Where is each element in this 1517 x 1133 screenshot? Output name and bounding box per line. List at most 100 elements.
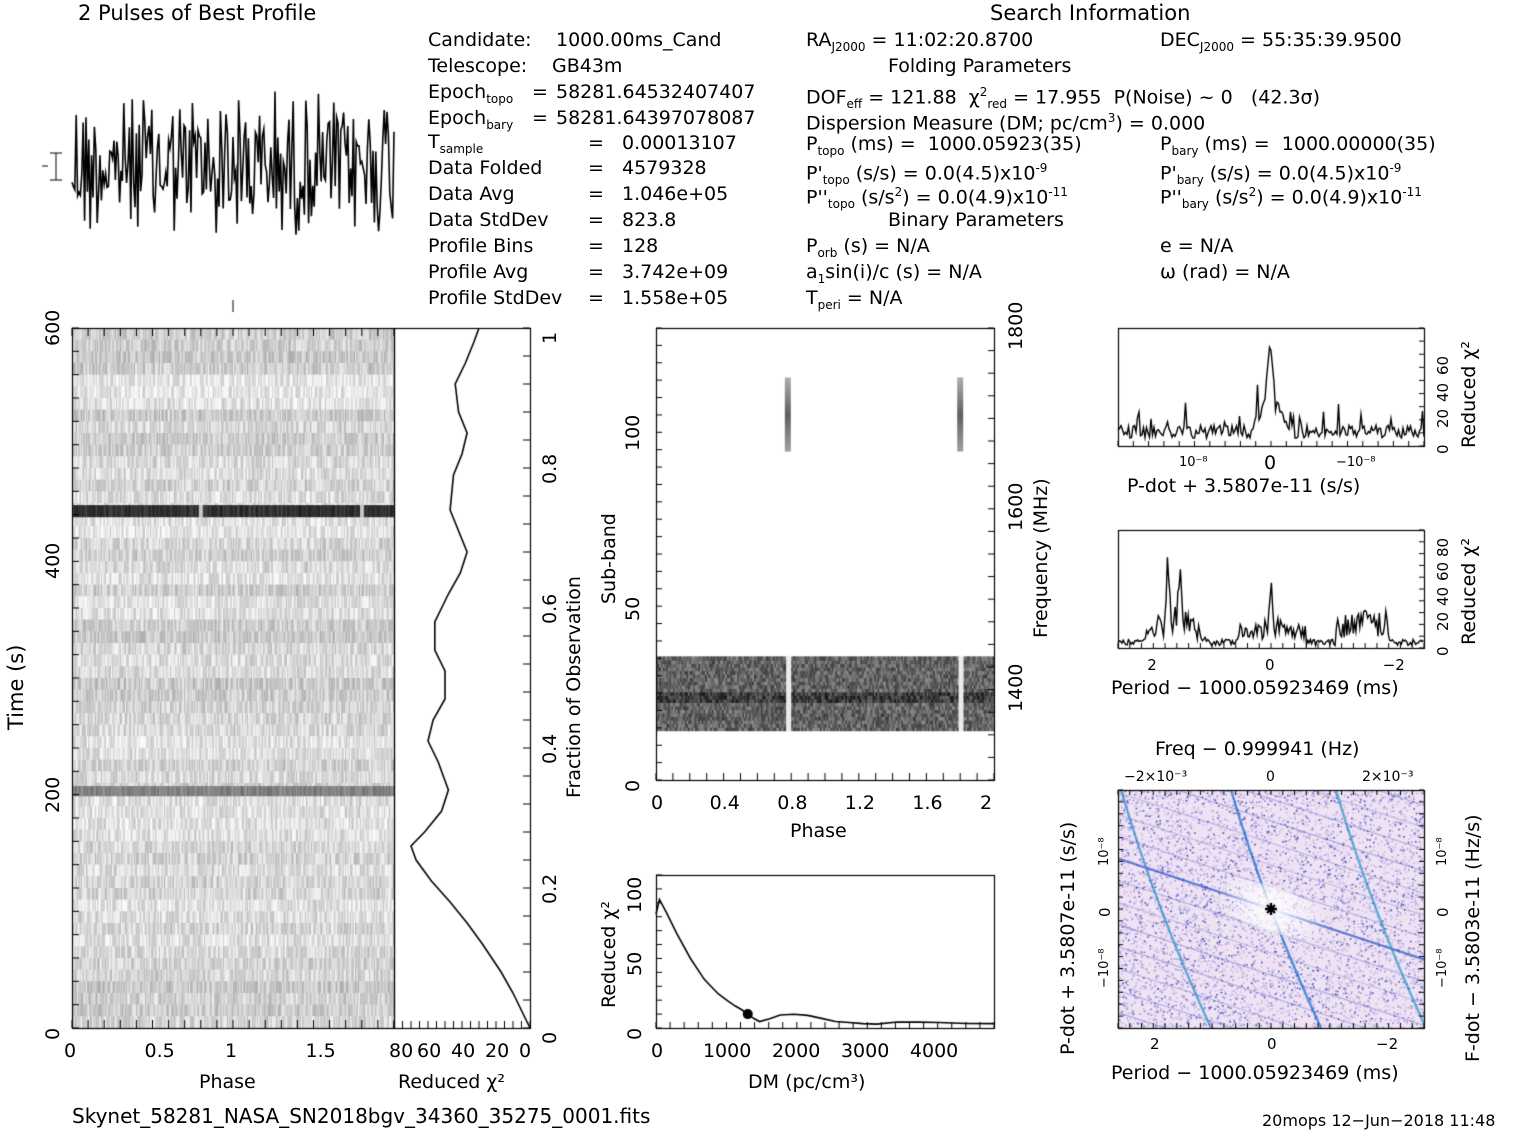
- y-tick-label: 50: [622, 597, 644, 622]
- y-axis-label: Reduced χ²: [1458, 341, 1480, 448]
- x-axis-label: Reduced χ²: [398, 1071, 505, 1093]
- y-tick-label: 0: [624, 1027, 646, 1040]
- ra-value: 11:02:20.8700: [893, 29, 1034, 51]
- ptopo-line: Ptopo (ms) = 1000.05923(35): [806, 133, 1082, 158]
- dof-line: DOFeff = 121.88 χ2red = 17.955 P(Noise) …: [806, 85, 1320, 112]
- x-tick-label: −10⁻⁸: [1336, 455, 1376, 470]
- y-tick-label: 50: [624, 952, 646, 977]
- data-folded-label: Data Folded: [428, 157, 543, 179]
- profile-avg-value: 3.742e+09: [622, 261, 729, 283]
- x-axis-label: Phase: [790, 820, 847, 842]
- profile-stddev-value: 1.558e+05: [622, 287, 729, 309]
- y-tick-label: 10⁻⁸: [1097, 837, 1112, 866]
- omega-value: N/A: [1256, 261, 1290, 283]
- dec-line: DECJ2000 = 55:35:39.9500: [1160, 29, 1402, 54]
- porb-line: Porb (s) = N/A: [806, 235, 930, 260]
- profile-bins-eq: =: [588, 235, 604, 257]
- ra-line: RAJ2000 = 11:02:20.8700: [806, 29, 1034, 54]
- epoch-sub: bary: [486, 117, 514, 132]
- t-label: T: [428, 131, 440, 153]
- telescope-value: GB43m: [552, 55, 623, 77]
- chi2-value: 17.955: [1035, 86, 1102, 109]
- footer-stamp: 20mops 12−Jun−2018 11:48: [1262, 1111, 1496, 1130]
- data-avg-label: Data Avg: [428, 183, 515, 205]
- porb-value: N/A: [896, 235, 930, 257]
- y2-tick-label: 0: [1434, 907, 1452, 917]
- x-tick-label: 0: [1264, 452, 1277, 474]
- y-axis-label: Sub-band: [598, 513, 620, 604]
- pbary-line: Pbary (ms) = 1000.00000(35): [1160, 133, 1436, 158]
- folding-title: Folding Parameters: [888, 55, 1072, 77]
- y-tick-label: 20: [1434, 612, 1452, 632]
- pddbary-value: 0.0(4.9)x10: [1291, 186, 1403, 209]
- profile-avg-label: Profile Avg: [428, 261, 529, 283]
- pddtopo-line: P''topo (s/s2) = 0.0(4.9)x10-11: [806, 185, 1068, 212]
- x-tick-label: 0: [519, 1040, 532, 1062]
- y-tick-label: 0: [1434, 444, 1452, 454]
- x-axis-label: Period − 1000.05923469 (ms): [1111, 1062, 1399, 1084]
- y-axis-label: Fraction of Observation: [563, 576, 585, 798]
- x-axis-label: Phase: [199, 1071, 256, 1093]
- dof-value: 121.88: [890, 86, 957, 109]
- pbary-value: 1000.00000(35): [1281, 133, 1436, 155]
- tsample-eq: =: [588, 132, 604, 154]
- dm-value: = 0.000: [1128, 112, 1206, 135]
- tperi-value: N/A: [868, 287, 903, 309]
- pddtopo-exp: -11: [1048, 185, 1068, 199]
- y-tick-label: −10⁻⁸: [1097, 948, 1112, 988]
- profile-title: 2 Pulses of Best Profile: [78, 1, 317, 25]
- ecc-line: e = N/A: [1160, 235, 1234, 257]
- y-tick-label: 0.4: [539, 733, 561, 764]
- x-tick-label: 0.4: [709, 792, 740, 814]
- candidate-value: 1000.00ms_Cand: [556, 29, 722, 51]
- top-tick-label: −2×10⁻³: [1124, 769, 1188, 785]
- y-axis-label: Reduced χ²: [598, 901, 620, 1008]
- profile-stddev-label: Profile StdDev: [428, 287, 563, 309]
- pnoise-value: ~ 0: [1198, 86, 1233, 109]
- y-tick-label: 1: [539, 331, 561, 344]
- profile-bins-value: 128: [622, 235, 659, 257]
- x-tick-label: −2: [1382, 656, 1405, 674]
- y-tick-label: 200: [42, 776, 64, 813]
- y-tick-label: 0: [539, 1031, 561, 1044]
- x-tick-label: 40: [451, 1040, 476, 1062]
- x-axis-label: Period − 1000.05923469 (ms): [1111, 677, 1399, 699]
- y-tick-label: 100: [622, 414, 644, 451]
- tsample-value: 0.00013107: [622, 132, 737, 154]
- y-tick-label: 20: [1434, 408, 1452, 428]
- ptopo-value: 1000.05923(35): [927, 133, 1082, 155]
- x-tick-label: 0: [651, 792, 664, 814]
- y-tick-label: 60: [1434, 356, 1452, 376]
- epoch-topo-value: 58281.64532407407: [556, 81, 756, 103]
- y-axis-label: Time (s): [4, 644, 28, 730]
- x-tick-label: 3000: [840, 1040, 890, 1062]
- x-tick-label: 0: [1265, 656, 1275, 674]
- y2-axis-label: F-dot − 3.5803e-11 (Hz/s): [1462, 814, 1484, 1062]
- pdbary-value: 0.0(4.5)x10: [1278, 162, 1390, 185]
- profile-avg-eq: =: [588, 261, 604, 283]
- pdbary-line: P'bary (s/s) = 0.0(4.5)x10-9: [1160, 161, 1402, 188]
- pdtopo-value: 0.0(4.5)x10: [924, 162, 1036, 185]
- x-tick-label: 0.5: [144, 1040, 175, 1062]
- data-avg-value: 1.046e+05: [622, 183, 729, 205]
- y-axis-label: P-dot + 3.5807e-11 (s/s): [1057, 821, 1079, 1055]
- epoch-bary-label: Epochbary: [428, 107, 513, 136]
- x-tick-label: 0.8: [777, 792, 808, 814]
- x-tick-label: 2: [1147, 656, 1157, 674]
- y2-tick-label: 10⁻⁸: [1435, 837, 1450, 866]
- footer-filename: Skynet_58281_NASA_SN2018bgv_34360_35275_…: [72, 1104, 651, 1128]
- y-tick-label: 0: [42, 1027, 64, 1040]
- x-tick-label: 1.2: [844, 792, 876, 814]
- t-sub: sample: [439, 141, 484, 156]
- epoch-bary-value: 58281.64397078087: [556, 107, 756, 129]
- omega-line: ω (rad) = N/A: [1160, 261, 1290, 283]
- x-tick-label: 60: [417, 1040, 442, 1062]
- y-tick-label: 40: [1434, 587, 1452, 607]
- tsample-label: Tsample: [428, 131, 483, 160]
- profile-bins-label: Profile Bins: [428, 235, 534, 257]
- x-tick-label: 80: [389, 1040, 414, 1062]
- y-tick-label: 40: [1434, 382, 1452, 402]
- x-tick-label: 20: [485, 1040, 510, 1062]
- pddtopo-value: 0.0(4.9)x10: [937, 186, 1049, 209]
- y-tick-label: 0.8: [539, 453, 561, 484]
